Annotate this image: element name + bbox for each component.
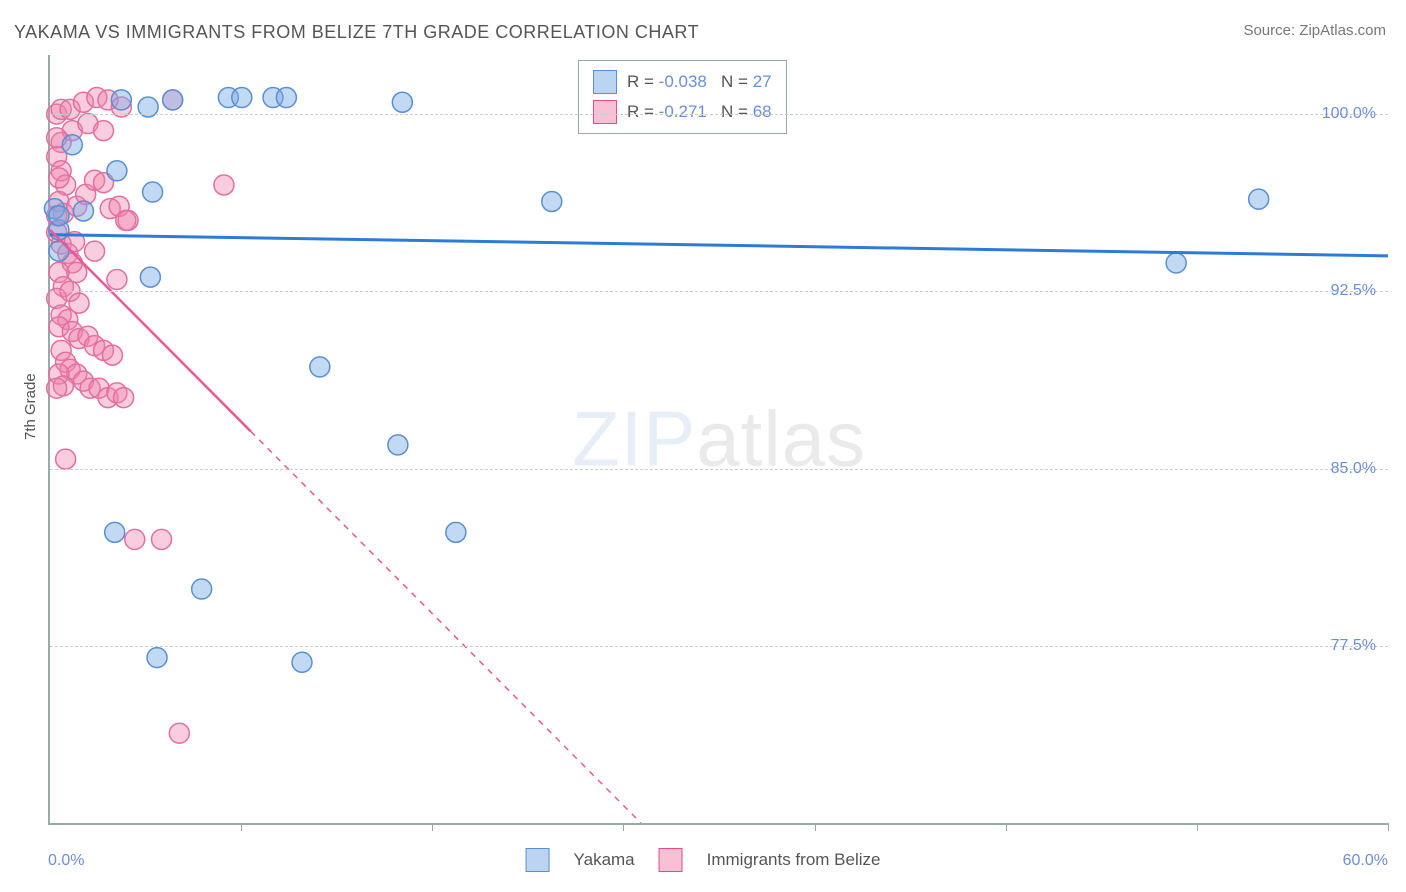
trend-line <box>50 235 1388 256</box>
data-point <box>107 269 127 289</box>
data-point <box>111 90 131 110</box>
data-point <box>147 648 167 668</box>
legend-swatch-belize <box>659 848 683 872</box>
legend-swatch-belize <box>593 100 617 124</box>
legend-label-yakama: Yakama <box>574 850 635 870</box>
data-point <box>102 345 122 365</box>
chart-title: YAKAMA VS IMMIGRANTS FROM BELIZE 7TH GRA… <box>14 22 699 43</box>
data-point <box>114 388 134 408</box>
trend-line-dashed <box>251 431 641 823</box>
y-tick-label: 100.0% <box>1322 105 1376 123</box>
data-point <box>232 88 252 108</box>
plot-area: ZIPatlas R = -0.038 N = 27R = -0.271 N =… <box>48 55 1388 825</box>
x-tick <box>1388 823 1389 831</box>
data-point <box>125 529 145 549</box>
data-point <box>105 522 125 542</box>
scatter-svg <box>50 55 1388 823</box>
data-point <box>192 579 212 599</box>
data-point <box>49 168 69 188</box>
data-point <box>47 378 67 398</box>
y-axis-title: 7th Grade <box>22 373 39 440</box>
data-point <box>214 175 234 195</box>
data-point <box>276 88 296 108</box>
data-point <box>49 206 69 226</box>
data-point <box>94 121 114 141</box>
gridline <box>50 469 1388 470</box>
stats-legend-row: R = -0.038 N = 27 <box>593 67 772 97</box>
chart-container: YAKAMA VS IMMIGRANTS FROM BELIZE 7TH GRA… <box>0 0 1406 892</box>
legend-label-belize: Immigrants from Belize <box>707 850 881 870</box>
stats-legend: R = -0.038 N = 27 R = -0.271 N = 68 <box>578 60 787 134</box>
gridline <box>50 114 1388 115</box>
data-point <box>292 652 312 672</box>
data-point <box>310 357 330 377</box>
y-tick-label: 92.5% <box>1331 282 1376 300</box>
x-tick <box>1197 823 1198 831</box>
legend-swatch-yakama <box>593 70 617 94</box>
stats-text: R = -0.038 N = 27 <box>627 72 772 92</box>
series-legend: Yakama Immigrants from Belize <box>526 848 881 872</box>
data-point <box>85 241 105 261</box>
stats-text: R = -0.271 N = 68 <box>627 102 772 122</box>
data-point <box>542 192 562 212</box>
gridline <box>50 646 1388 647</box>
data-point <box>143 182 163 202</box>
data-point <box>1249 189 1269 209</box>
data-point <box>392 92 412 112</box>
data-point <box>152 529 172 549</box>
data-point <box>169 723 189 743</box>
data-point <box>116 210 136 230</box>
x-tick <box>1006 823 1007 831</box>
x-range-end: 60.0% <box>1343 852 1388 870</box>
data-point <box>107 161 127 181</box>
data-point <box>388 435 408 455</box>
data-point <box>62 135 82 155</box>
x-range-start: 0.0% <box>48 852 84 870</box>
data-point <box>1166 253 1186 273</box>
data-point <box>140 267 160 287</box>
x-tick <box>241 823 242 831</box>
data-point <box>446 522 466 542</box>
data-point <box>73 201 93 221</box>
legend-swatch-yakama <box>526 848 550 872</box>
y-tick-label: 77.5% <box>1331 637 1376 655</box>
data-point <box>56 449 76 469</box>
y-tick-label: 85.0% <box>1331 460 1376 478</box>
stats-legend-row: R = -0.271 N = 68 <box>593 97 772 127</box>
x-tick <box>623 823 624 831</box>
x-tick <box>432 823 433 831</box>
source-label: Source: ZipAtlas.com <box>1243 22 1386 39</box>
data-point <box>163 90 183 110</box>
gridline <box>50 291 1388 292</box>
x-tick <box>815 823 816 831</box>
